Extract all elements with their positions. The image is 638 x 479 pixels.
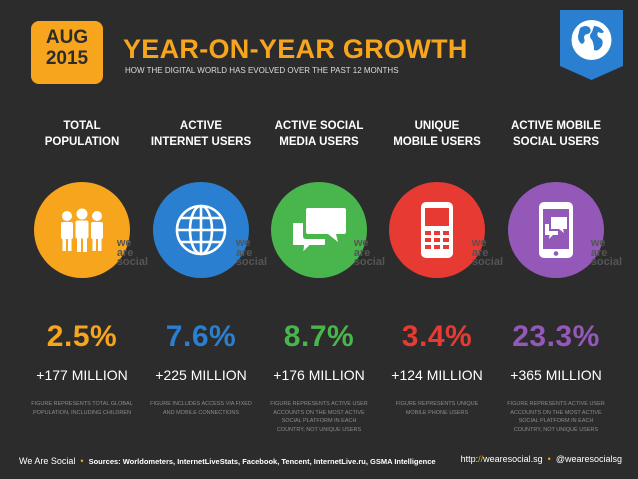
date-year: 2015 (45, 48, 89, 69)
metric-unique-mobile-users: UNIQUE MOBILE USERS we are social 3.4% +124… (379, 118, 503, 417)
metric-circle: we are social (389, 182, 503, 278)
footer-sources-text: Sources: Worldometers, InternetLiveStats… (88, 457, 436, 466)
metric-note: FIGURE REPRESENTS ACTIVE USER ACCOUNTS O… (270, 401, 368, 433)
metric-percent: 3.4% (401, 320, 473, 353)
footer-sources: We Are Social • Sources: Worldometers, I… (19, 456, 436, 466)
date-badge: AUG 2015 (31, 21, 103, 84)
metric-percent: 2.5% (46, 320, 118, 353)
metric-absolute: +177 MILLION (36, 367, 128, 383)
globe-icon (175, 204, 227, 256)
metric-absolute: +176 MILLION (273, 367, 365, 383)
metric-circle: we are social (153, 182, 267, 278)
metric-label: ACTIVE MOBILE SOCIAL USERS (510, 120, 602, 148)
page-title: YEAR-ON-YEAR GROWTH (123, 34, 468, 64)
metric-active-internet-users: ACTIVE INTERNET USERS we are social 7.6% +2… (143, 118, 267, 417)
metric-active-mobile-social-users: ACTIVE MOBILE SOCIAL USERS we are social 23… (498, 118, 622, 434)
mobile-phone-icon (421, 202, 453, 258)
metric-active-social-media-users: ACTIVE SOCIAL MEDIA USERS we are social 8.7… (261, 118, 385, 434)
people-icon (61, 208, 103, 252)
smartphone-chat-icon (539, 202, 573, 258)
footer: We Are Social • Sources: Worldometers, I… (0, 449, 638, 479)
metric-label: ACTIVE INTERNET USERS (150, 120, 252, 148)
watermark-logo: we are social (235, 237, 267, 268)
footer-separator: • (545, 454, 554, 464)
watermark-logo: we are social (116, 237, 148, 268)
footer-url[interactable]: http://wearesocial.sg (460, 454, 543, 464)
metric-note: FIGURE REPRESENTS TOTAL GLOBAL POPULATIO… (31, 401, 133, 416)
metric-note: FIGURE REPRESENTS UNIQUE MOBILE PHONE US… (395, 401, 479, 416)
metric-label: TOTAL POPULATION (44, 120, 120, 148)
metric-circle: we are social (34, 182, 148, 278)
metric-circle: we are social (271, 182, 385, 278)
metric-percent: 7.6% (165, 320, 237, 353)
watermark-logo: we are social (590, 237, 622, 268)
metric-circle: we are social (508, 182, 622, 278)
metric-absolute: +225 MILLION (155, 367, 247, 383)
globe-logo-icon (560, 10, 623, 80)
footer-links: http://wearesocial.sg • @wearesocialsg (461, 454, 622, 464)
metric-label: ACTIVE SOCIAL MEDIA USERS (274, 120, 364, 148)
watermark-logo: we are social (471, 237, 503, 268)
metric-percent: 23.3% (512, 320, 600, 353)
metric-absolute: +124 MILLION (391, 367, 483, 383)
metric-percent: 8.7% (283, 320, 355, 353)
footer-handle[interactable]: @wearesocialsg (555, 454, 622, 464)
speech-bubbles-icon (291, 208, 346, 256)
metric-note: FIGURE REPRESENTS ACTIVE USER ACCOUNTS O… (507, 401, 605, 433)
metric-absolute: +365 MILLION (510, 367, 602, 383)
page-subtitle: HOW THE DIGITAL WORLD HAS EVOLVED OVER T… (125, 66, 399, 75)
metric-note: FIGURE INCLUDES ACCESS VIA FIXED AND MOB… (150, 401, 252, 416)
metric-total-population: TOTAL POPULATION we are social 2.5% +177 MI… (24, 118, 148, 417)
footer-brand: We Are Social (19, 456, 76, 466)
date-month: AUG (45, 27, 89, 48)
metric-label: UNIQUE MOBILE USERS (393, 120, 481, 148)
watermark-logo: we are social (353, 237, 385, 268)
footer-separator: • (77, 456, 87, 466)
